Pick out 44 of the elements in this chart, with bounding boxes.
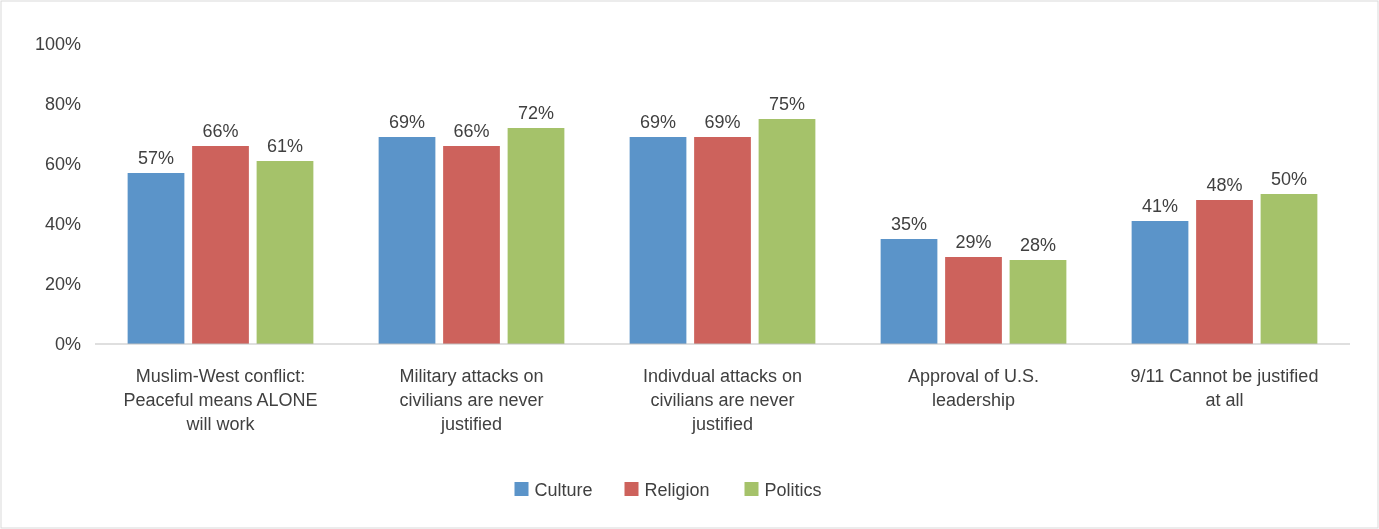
bar [1260,194,1318,344]
bar [1196,200,1253,344]
bar [629,137,687,344]
y-tick-label: 60% [44,154,81,174]
bar [443,146,500,344]
bar [758,119,816,344]
y-tick-label: 100% [34,34,81,54]
bar [945,257,1002,344]
y-tick-label: 80% [44,94,81,114]
data-label: 61% [266,136,304,156]
y-tick-label: 40% [44,214,81,234]
x-tick-label: Muslim-West conflict: Peaceful means ALONE will work [123,366,318,434]
data-label: 28% [1019,235,1057,255]
x-tick-label: Approval of U.S. leadership [907,366,1040,410]
data-label: 57% [137,148,175,168]
data-label: 69% [639,112,677,132]
bar [378,137,436,344]
bar [127,173,185,344]
data-label: 66% [202,121,239,141]
data-label: 48% [1206,175,1243,195]
data-label: 29% [955,232,992,252]
x-tick-label: Military attacks on civilians are never justified [399,366,544,434]
bar [1009,260,1067,344]
y-tick-label: 0% [54,334,81,354]
bar [507,128,565,344]
data-label: 69% [388,112,426,132]
bar [192,146,249,344]
data-label: 50% [1270,169,1308,189]
x-tick-label: Indivdual attacks on civilians are never justified [642,366,803,434]
bar [256,161,314,344]
bar [1131,221,1189,344]
legend-label: Politics [764,480,822,500]
bar [694,137,751,344]
legend-label: Culture [534,480,593,500]
y-tick-label: 20% [44,274,81,294]
data-label: 72% [517,103,555,123]
x-tick-label: 9/11 Cannot be justified at all [1130,366,1319,410]
data-label: 66% [453,121,490,141]
bar [880,239,938,344]
data-label: 35% [890,214,928,234]
data-label: 41% [1141,196,1179,216]
legend-label: Religion [644,480,710,500]
data-label: 69% [704,112,741,132]
data-label: 75% [768,94,806,114]
